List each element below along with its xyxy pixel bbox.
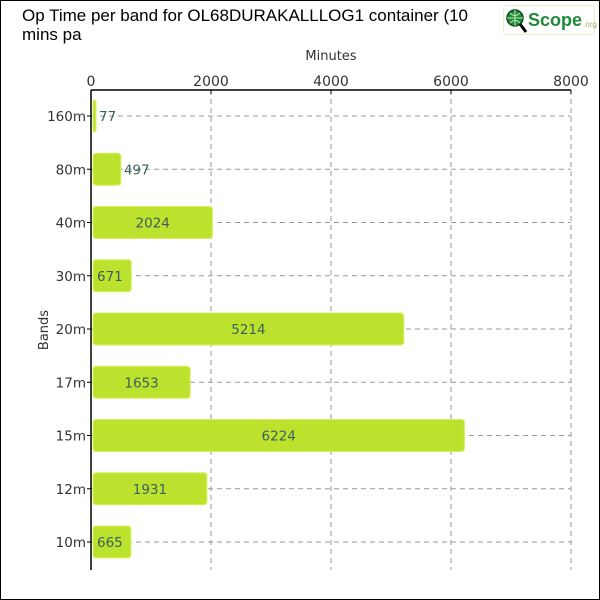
bar-30m: [92, 259, 132, 293]
y-tick-label: 17m: [56, 375, 86, 391]
logo-text: Scope: [528, 9, 583, 30]
data-label: 2024: [136, 216, 170, 232]
data-label: 671: [97, 269, 123, 285]
x-tick-label: 4000: [313, 74, 349, 90]
magnifier-globe-icon: [506, 9, 528, 33]
y-tick-label: 15m: [56, 429, 86, 445]
data-label: 6224: [262, 429, 296, 445]
y-tick-label: 10m: [56, 535, 86, 551]
bar-10m: [92, 525, 132, 559]
data-label: 77: [99, 109, 116, 125]
bar-80m: [92, 152, 122, 186]
bar-20m: [92, 312, 405, 346]
y-tick-label: 160m: [47, 109, 86, 125]
data-label: 5214: [231, 322, 265, 338]
y-axis-label: Bands: [37, 310, 52, 350]
data-label: 1931: [133, 482, 167, 498]
bar-40m: [92, 206, 213, 239]
bar-12m: [92, 472, 208, 506]
y-tick-label: 30m: [56, 269, 86, 285]
y-tick-label: 40m: [56, 216, 86, 232]
x-tick-label: 8000: [553, 74, 589, 90]
logo-suffix: .org: [583, 19, 597, 29]
chart-title: Op Time per band for OL68DURAKALLLOG1 co…: [22, 6, 469, 44]
data-label: 665: [97, 535, 123, 551]
y-tick-label: 20m: [56, 322, 86, 338]
logo: Scope .org: [503, 5, 597, 35]
bar-17m: [92, 365, 191, 399]
data-label: 1653: [124, 375, 158, 391]
bar-160m: [92, 99, 97, 133]
y-tick-label: 12m: [56, 482, 86, 498]
x-axis-label: Minutes: [305, 49, 356, 64]
x-tick-label: 6000: [433, 74, 469, 90]
y-tick-label: 80m: [56, 162, 86, 178]
x-tick-label: 2000: [193, 74, 229, 90]
data-label: 497: [124, 162, 150, 178]
bar-15m: [92, 419, 465, 452]
x-tick-label: 0: [87, 74, 96, 90]
